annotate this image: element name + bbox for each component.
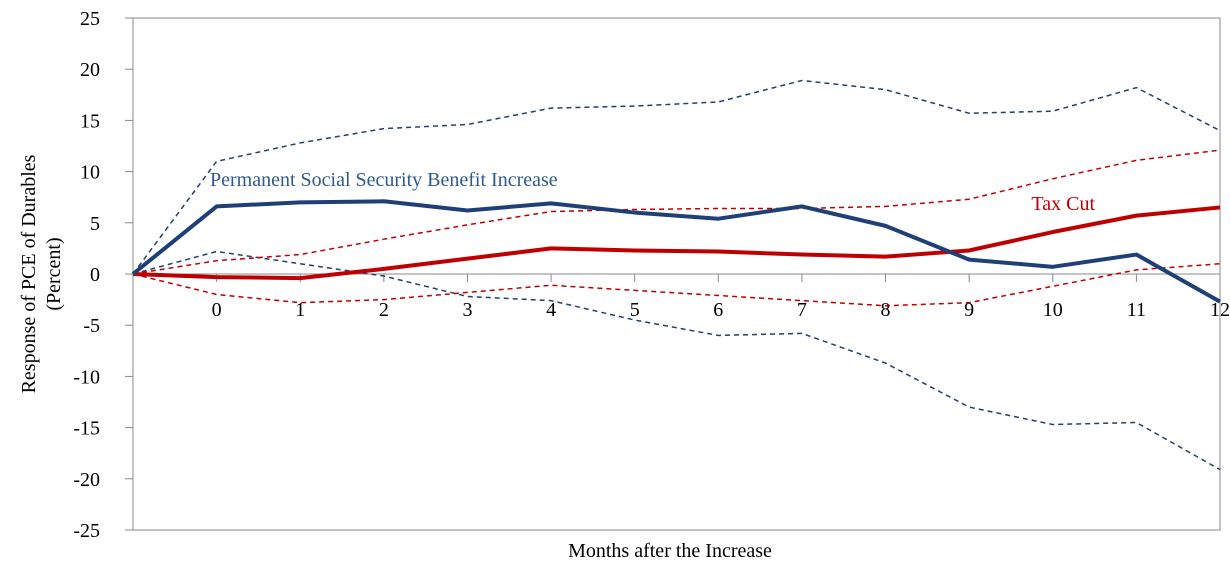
confidence-band-line bbox=[132, 149, 1221, 275]
response-line bbox=[132, 205, 1221, 281]
x-tick-label: 2 bbox=[379, 299, 389, 321]
confidence-band-line bbox=[132, 263, 1221, 307]
y-tick-label: 10 bbox=[80, 162, 100, 184]
x-tick-label: 8 bbox=[881, 299, 891, 321]
x-tick-label: 5 bbox=[630, 299, 640, 321]
y-tick-label: 25 bbox=[80, 8, 100, 30]
y-axis-title: (Percent) bbox=[43, 237, 65, 310]
confidence-band-line bbox=[132, 79, 1221, 275]
y-tick-label: -5 bbox=[83, 315, 100, 337]
x-tick-label: 7 bbox=[797, 299, 807, 321]
x-tick-label: 3 bbox=[462, 299, 472, 321]
series-annotation: Permanent Social Security Benefit Increa… bbox=[210, 169, 558, 191]
y-tick-label: -10 bbox=[73, 366, 100, 388]
y-tick-label: -20 bbox=[73, 469, 100, 491]
response-line bbox=[131, 199, 1221, 304]
y-tick-label: 5 bbox=[90, 213, 100, 235]
series-annotation: Tax Cut bbox=[1031, 193, 1095, 215]
x-axis-title: Months after the Increase bbox=[568, 540, 772, 562]
x-tick-label: 1 bbox=[295, 299, 305, 321]
x-tick-label: 6 bbox=[713, 299, 723, 321]
x-tick-label: 0 bbox=[212, 299, 222, 321]
confidence-band-line bbox=[132, 250, 1221, 471]
y-tick-label: -15 bbox=[73, 418, 100, 440]
y-tick-label: 15 bbox=[80, 110, 100, 132]
x-tick-label: 11 bbox=[1127, 299, 1146, 321]
x-tick-label: 12 bbox=[1210, 299, 1230, 321]
y-tick-label: 0 bbox=[90, 264, 100, 286]
y-axis-title: Response of PCE of Durables bbox=[18, 154, 40, 393]
x-tick-label: 9 bbox=[964, 299, 974, 321]
x-tick-label: 4 bbox=[546, 299, 556, 321]
y-tick-label: -25 bbox=[73, 520, 100, 542]
x-tick-label: 10 bbox=[1043, 299, 1063, 321]
y-tick-label: 20 bbox=[80, 59, 100, 81]
